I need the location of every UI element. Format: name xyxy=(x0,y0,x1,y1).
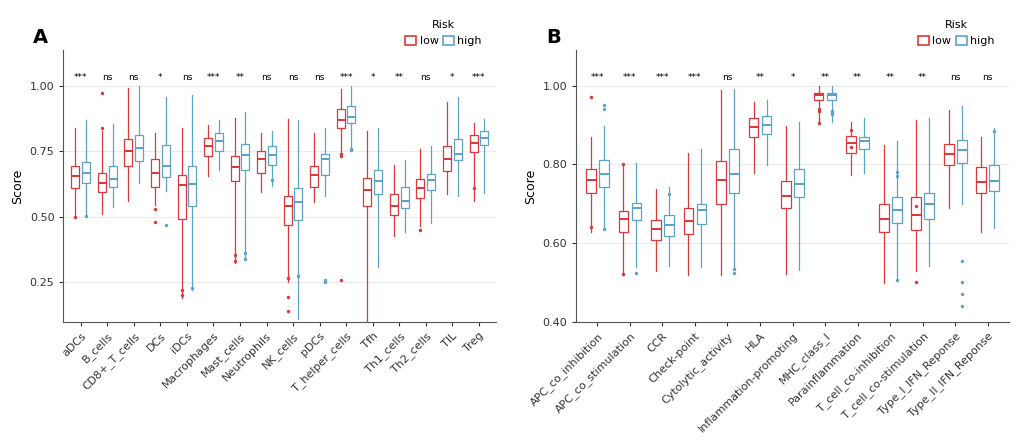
Bar xyxy=(826,93,836,101)
Text: **: ** xyxy=(235,73,245,82)
Bar xyxy=(283,196,291,225)
Bar xyxy=(975,167,985,193)
Bar xyxy=(347,106,355,123)
Y-axis label: Score: Score xyxy=(524,168,536,203)
Bar xyxy=(598,159,608,187)
Text: **: ** xyxy=(884,73,894,82)
Text: ***: *** xyxy=(73,73,88,82)
Bar xyxy=(813,93,822,101)
Bar xyxy=(230,156,238,181)
Text: **: ** xyxy=(852,73,861,82)
Bar xyxy=(108,166,116,187)
Bar xyxy=(748,118,758,138)
Bar xyxy=(683,208,693,235)
Bar xyxy=(442,146,450,171)
Text: B: B xyxy=(545,28,560,47)
Bar xyxy=(82,162,90,183)
Text: ns: ns xyxy=(181,73,192,82)
Text: ***: *** xyxy=(339,73,353,82)
Bar xyxy=(650,220,660,240)
Bar xyxy=(124,139,132,166)
Bar xyxy=(389,194,397,215)
Bar xyxy=(98,174,106,192)
Bar xyxy=(215,134,222,150)
Bar xyxy=(310,166,318,186)
Bar xyxy=(696,204,705,224)
Text: **: ** xyxy=(755,73,764,82)
Text: ns: ns xyxy=(949,73,960,82)
Bar xyxy=(846,136,855,153)
Text: *: * xyxy=(370,73,375,82)
Bar xyxy=(336,109,344,128)
Text: ***: *** xyxy=(472,73,485,82)
Text: ns: ns xyxy=(128,73,139,82)
Text: ns: ns xyxy=(102,73,112,82)
Bar xyxy=(891,197,901,222)
Text: ***: *** xyxy=(655,73,668,82)
Text: ***: *** xyxy=(590,73,603,82)
Bar xyxy=(956,140,966,163)
Bar xyxy=(294,188,302,220)
Text: ns: ns xyxy=(314,73,324,82)
Bar xyxy=(878,204,888,232)
Bar xyxy=(268,146,275,165)
Bar xyxy=(189,166,196,206)
Text: ***: *** xyxy=(623,73,636,82)
Text: **: ** xyxy=(819,73,828,82)
Text: *: * xyxy=(158,73,162,82)
Y-axis label: Score: Score xyxy=(11,168,24,203)
Bar xyxy=(161,146,169,177)
Bar xyxy=(71,166,79,188)
Text: ***: *** xyxy=(688,73,701,82)
Legend: low, high: low, high xyxy=(405,20,481,46)
Text: ***: *** xyxy=(207,73,220,82)
Bar xyxy=(988,165,999,191)
Bar xyxy=(416,179,424,198)
Text: **: ** xyxy=(394,73,404,82)
Bar xyxy=(729,149,738,193)
Bar xyxy=(781,181,790,208)
Text: A: A xyxy=(34,28,48,47)
Text: *: * xyxy=(790,73,794,82)
Bar xyxy=(794,169,803,197)
Bar xyxy=(469,135,477,153)
Bar xyxy=(480,131,488,146)
Bar xyxy=(400,187,409,208)
Text: ns: ns xyxy=(287,73,298,82)
Bar xyxy=(151,159,159,186)
Bar xyxy=(858,138,868,149)
Bar xyxy=(943,144,953,165)
Bar xyxy=(321,154,328,175)
Bar xyxy=(135,135,143,161)
Text: **: ** xyxy=(917,73,926,82)
Bar xyxy=(631,203,641,220)
Bar xyxy=(910,197,920,231)
Bar xyxy=(585,169,595,193)
Text: ns: ns xyxy=(721,73,732,82)
Bar xyxy=(257,151,265,174)
Text: ns: ns xyxy=(981,73,991,82)
Bar xyxy=(761,116,770,134)
Bar xyxy=(715,161,726,204)
Bar xyxy=(374,170,381,194)
Bar xyxy=(242,144,249,170)
Bar xyxy=(427,174,435,190)
Bar xyxy=(663,214,674,236)
Bar xyxy=(204,138,212,156)
Text: ns: ns xyxy=(420,73,431,82)
Bar xyxy=(453,138,462,159)
Bar xyxy=(923,193,933,218)
Text: *: * xyxy=(449,73,454,82)
Bar xyxy=(177,175,185,219)
Text: ns: ns xyxy=(261,73,271,82)
Bar xyxy=(363,178,371,206)
Bar xyxy=(618,210,628,232)
Legend: low, high: low, high xyxy=(917,20,994,46)
